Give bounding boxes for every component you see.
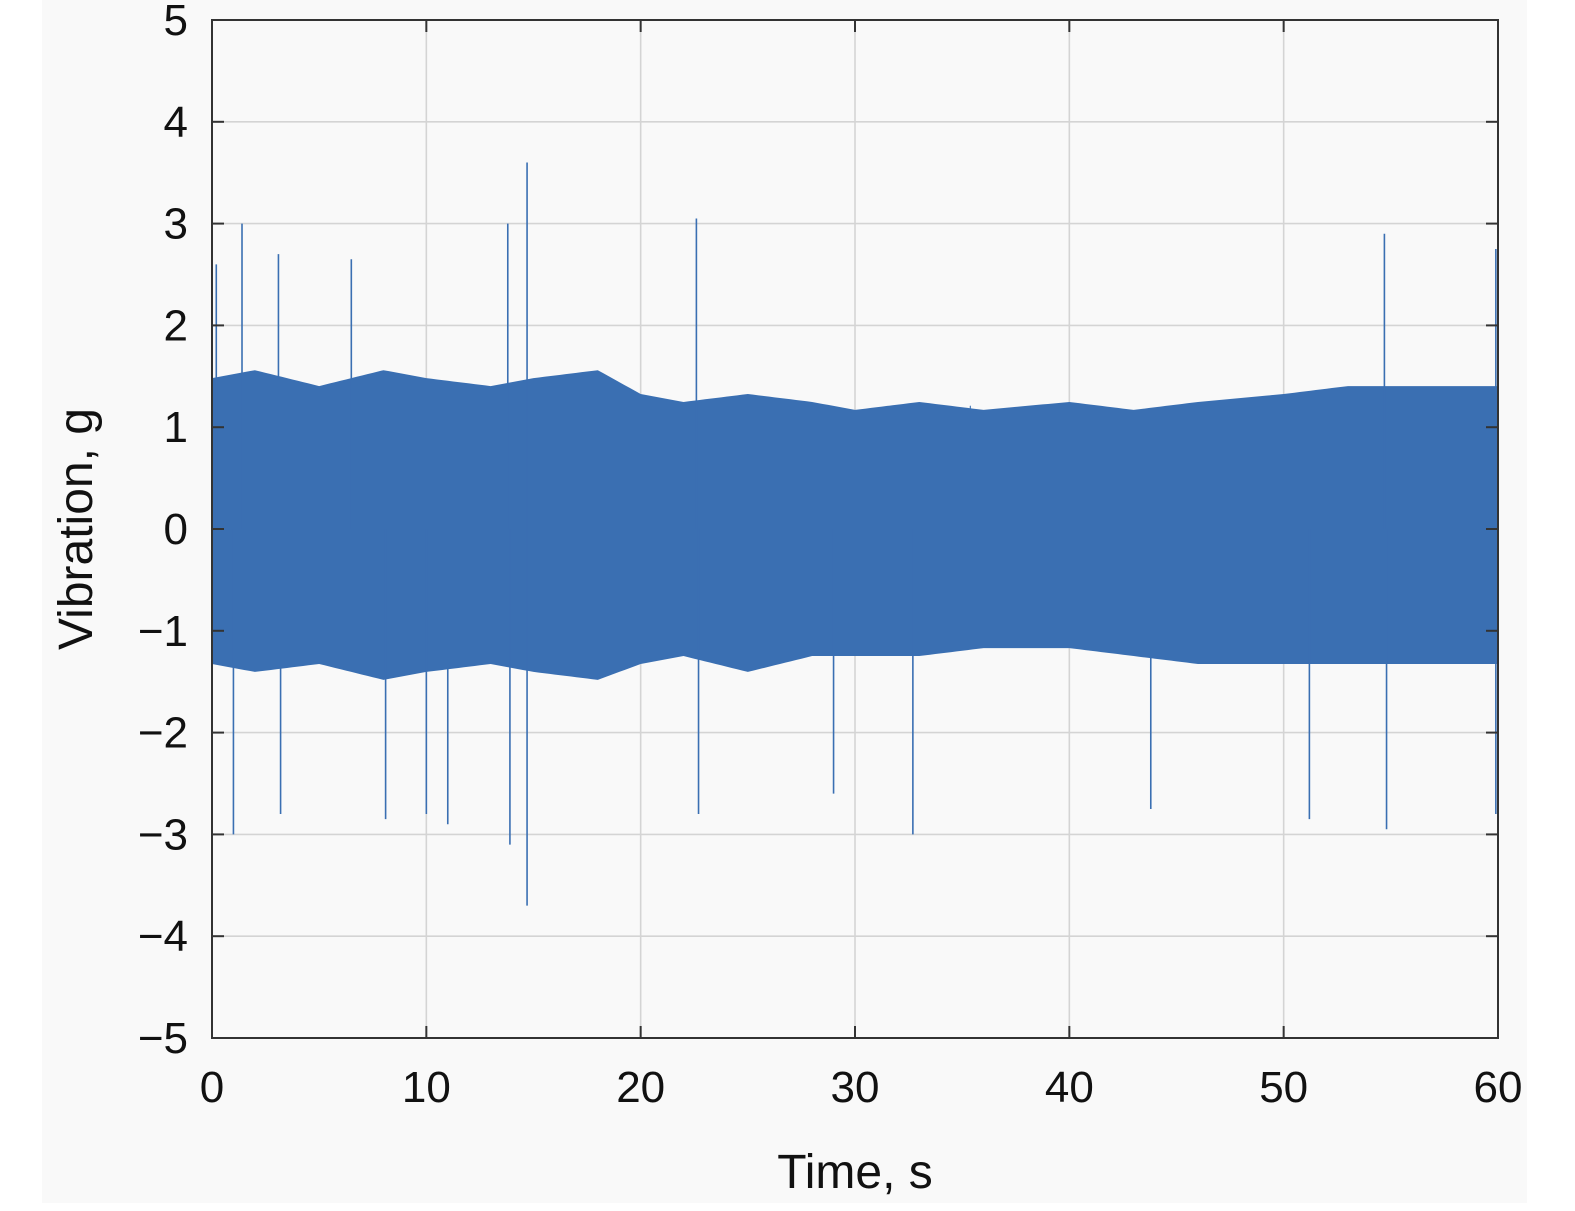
- y-tick-label: 4: [164, 98, 188, 147]
- y-tick-label: 2: [164, 301, 188, 350]
- x-tick-label: 60: [1474, 1063, 1523, 1112]
- y-tick-label: 1: [164, 403, 188, 452]
- x-tick-label: 50: [1259, 1063, 1308, 1112]
- x-tick-label: 20: [616, 1063, 665, 1112]
- vibration-series: [211, 162, 1499, 906]
- y-tick-labels: 5 4 3 2 1 0 −1 −2 −3 −4 −5: [138, 0, 188, 1063]
- x-axis-label: Time, s: [777, 1146, 933, 1199]
- y-tick-label: −2: [138, 709, 188, 758]
- x-tick-label: 0: [200, 1063, 224, 1112]
- y-tick-label: −4: [138, 912, 188, 961]
- y-tick-label: 0: [164, 505, 188, 554]
- x-tick-label: 40: [1045, 1063, 1094, 1112]
- y-tick-label: −3: [138, 810, 188, 859]
- y-tick-label: 5: [164, 0, 188, 45]
- y-tick-label: −1: [138, 607, 188, 656]
- y-tick-label: −5: [138, 1014, 188, 1063]
- y-axis-label: Vibration, g: [50, 408, 103, 650]
- vibration-dense-band: [212, 370, 1498, 680]
- axis-ticks: [211, 19, 1499, 1039]
- y-tick-label: 3: [164, 200, 188, 249]
- x-tick-label: 30: [831, 1063, 880, 1112]
- x-tick-labels: 0 10 20 30 40 50 60: [200, 1063, 1523, 1112]
- x-tick-label: 10: [402, 1063, 451, 1112]
